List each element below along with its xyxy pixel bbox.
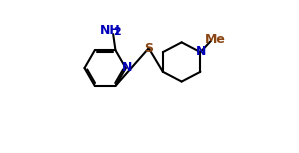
Text: Me: Me xyxy=(205,33,226,46)
Text: S: S xyxy=(144,42,153,55)
Text: N: N xyxy=(196,45,206,58)
Text: N: N xyxy=(122,61,132,74)
Text: NH: NH xyxy=(100,24,121,37)
Text: 2: 2 xyxy=(113,27,121,37)
